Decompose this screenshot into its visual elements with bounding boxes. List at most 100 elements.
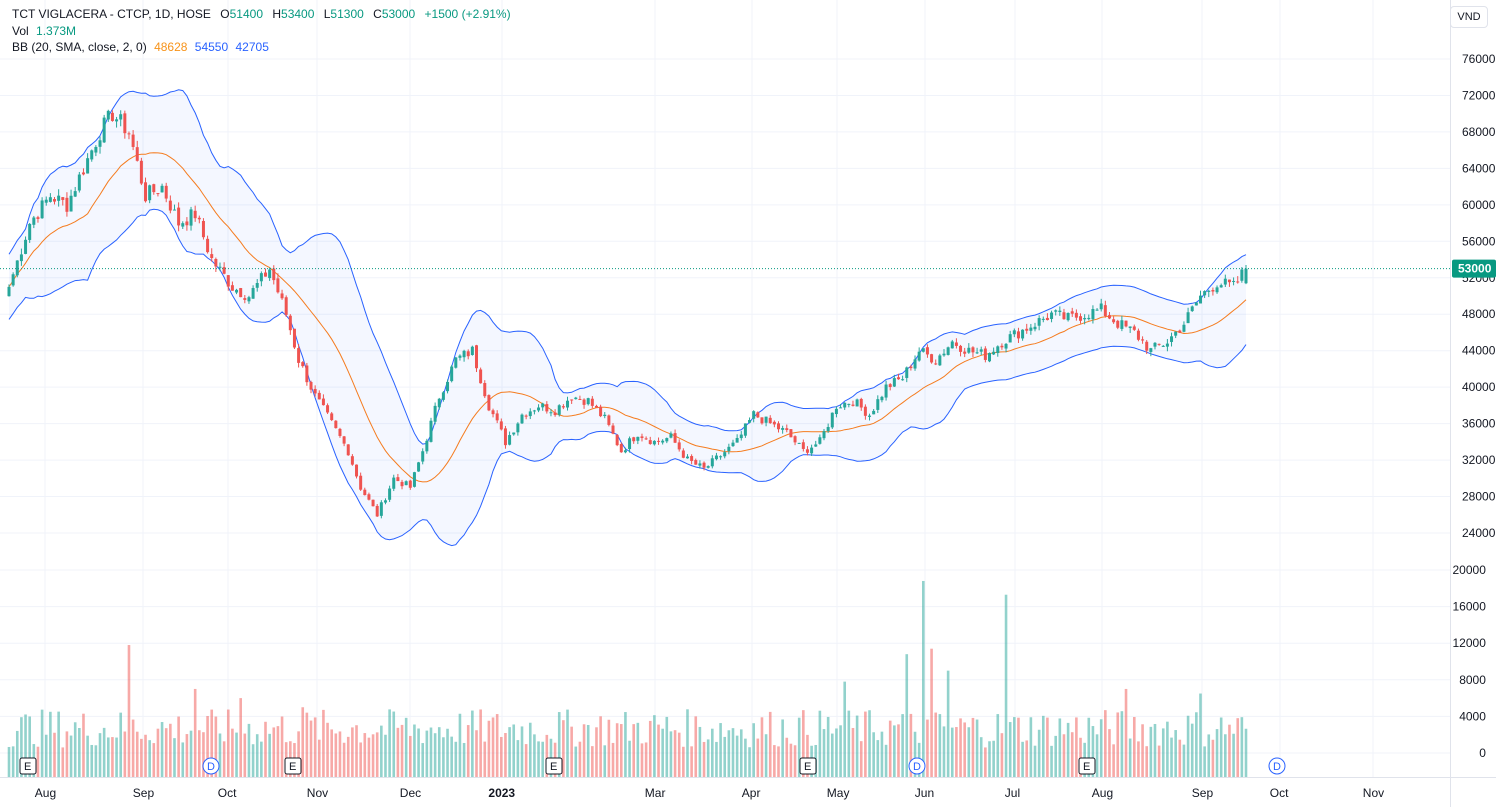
volume-bar <box>690 746 693 778</box>
volume-bar <box>433 733 437 778</box>
volume-bar <box>1054 735 1057 778</box>
candle-body <box>309 381 313 390</box>
candle-body <box>1000 345 1004 348</box>
volume-bar <box>926 719 929 778</box>
volume-bar <box>359 742 362 778</box>
candle-body <box>284 297 288 315</box>
candle-body <box>739 434 743 439</box>
candle-body <box>479 369 483 384</box>
candle-body <box>288 315 292 331</box>
candle-body <box>1232 280 1236 282</box>
price-tick-label: 36000 <box>1462 417 1496 431</box>
candle-body <box>578 399 582 401</box>
candle-body <box>53 199 57 202</box>
volume-bar <box>86 735 89 778</box>
candle-body <box>661 440 665 443</box>
price-tick-label: 24000 <box>1462 526 1496 540</box>
candle-body <box>541 403 545 408</box>
volume-bars <box>7 580 1248 778</box>
volume-bar <box>785 737 789 778</box>
volume-bar <box>764 734 768 778</box>
candle-body <box>793 436 797 443</box>
candle-body <box>7 286 11 297</box>
price-tick-label: 40000 <box>1462 380 1496 394</box>
candle-body <box>1037 318 1041 326</box>
candle-body <box>1079 316 1083 321</box>
candle-body <box>913 359 917 369</box>
candle-body <box>181 223 185 227</box>
candle-body <box>843 402 847 408</box>
volume-bar <box>272 727 276 778</box>
volume-bar <box>735 735 739 778</box>
candle-body <box>1153 342 1157 347</box>
time-tick-label: Aug <box>1092 786 1113 800</box>
volume-tick-label: 0 <box>1479 746 1486 760</box>
volume-bar <box>202 732 205 778</box>
volume-bar <box>11 746 15 778</box>
volume-bar <box>317 739 321 778</box>
candle-body <box>135 147 139 161</box>
bb-label: BB (20, SMA, close, 2, 0) <box>12 40 147 54</box>
candle-body <box>164 185 168 199</box>
candle-body <box>1004 343 1008 349</box>
volume-bar <box>140 738 143 778</box>
volume-bar <box>156 728 160 778</box>
volume-bar <box>363 733 367 778</box>
currency-button[interactable]: VND <box>1450 6 1488 28</box>
event-marker-label: D <box>913 761 921 773</box>
candle-body <box>834 408 838 415</box>
candle-body <box>1025 328 1029 331</box>
volume-bar <box>777 746 780 778</box>
volume-bar <box>1207 734 1211 778</box>
candle-body <box>822 431 826 439</box>
candle-body <box>512 432 516 435</box>
time-tick-label: Dec <box>400 786 421 800</box>
volume-bar <box>719 723 722 778</box>
legend-volume-row[interactable]: Vol 1.373M <box>12 23 511 40</box>
volume-bar <box>442 737 445 778</box>
volume-bar <box>297 731 300 778</box>
price-tick-label: 32000 <box>1462 453 1496 467</box>
bb-lower-value: 42705 <box>235 40 269 54</box>
candle-body <box>28 223 32 240</box>
volume-bar <box>1199 693 1202 778</box>
volume-bar <box>628 740 631 778</box>
candle-body <box>429 420 433 442</box>
candle-body <box>417 462 421 472</box>
volume-bar <box>495 714 499 778</box>
volume-tick-label: 20000 <box>1453 563 1487 577</box>
volume-bar <box>330 729 333 778</box>
symbol-title[interactable]: TCT VIGLACERA - CTCP, 1D, HOSE <box>12 7 211 21</box>
volume-bar <box>500 736 503 778</box>
volume-bar <box>830 733 834 778</box>
candle-body <box>884 384 888 398</box>
volume-bar <box>351 727 354 778</box>
candle-body <box>1227 279 1231 283</box>
candle-body <box>1050 312 1054 319</box>
volume-bar <box>901 714 904 778</box>
volume-bar <box>65 731 69 778</box>
candle-body <box>777 423 781 430</box>
candle-body <box>710 458 714 467</box>
candle-body <box>106 110 110 120</box>
volume-bar <box>466 725 470 778</box>
volume-bar <box>239 698 242 778</box>
candle-body <box>1029 327 1033 331</box>
candle-body <box>1016 331 1020 339</box>
volume-bar <box>876 740 880 778</box>
volume-bar <box>82 713 85 778</box>
volume-bar <box>541 741 544 778</box>
volume-bar <box>309 720 313 778</box>
candle-body <box>723 452 727 457</box>
candle-body <box>1128 326 1132 328</box>
candle-body <box>1182 324 1186 332</box>
volume-bar <box>127 645 131 778</box>
volume-bar <box>235 732 238 778</box>
candle-body <box>934 363 938 365</box>
candle-body <box>872 410 876 415</box>
candle-body <box>570 399 574 401</box>
candle-body <box>868 415 872 417</box>
legend-bb-row[interactable]: BB (20, SMA, close, 2, 0) 48628 54550 42… <box>12 39 511 56</box>
volume-bar <box>1137 741 1140 778</box>
